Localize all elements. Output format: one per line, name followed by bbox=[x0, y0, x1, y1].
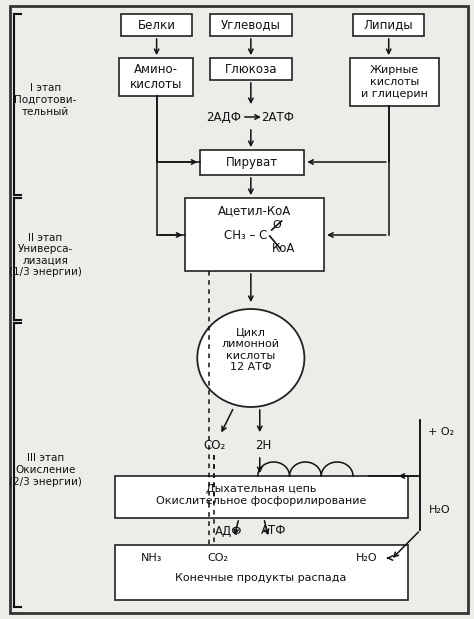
Text: III этап
Окисление
(2/3 энергии): III этап Окисление (2/3 энергии) bbox=[9, 453, 82, 487]
Text: КоА: КоА bbox=[272, 241, 295, 254]
FancyBboxPatch shape bbox=[121, 14, 192, 36]
Text: Пируват: Пируват bbox=[226, 155, 278, 168]
Text: Белки: Белки bbox=[137, 19, 176, 32]
FancyBboxPatch shape bbox=[115, 545, 408, 600]
Text: + О₂: + О₂ bbox=[428, 427, 455, 437]
Text: NH₃: NH₃ bbox=[141, 553, 162, 563]
Text: СО₂: СО₂ bbox=[203, 438, 225, 451]
FancyBboxPatch shape bbox=[10, 6, 468, 613]
Text: Амино-
кислоты: Амино- кислоты bbox=[129, 63, 182, 91]
Ellipse shape bbox=[197, 309, 304, 407]
FancyBboxPatch shape bbox=[353, 14, 424, 36]
Text: Липиды: Липиды bbox=[364, 19, 413, 32]
Text: Цикл
лимонной
кислоты
12 АТФ: Цикл лимонной кислоты 12 АТФ bbox=[222, 327, 280, 373]
FancyBboxPatch shape bbox=[185, 198, 324, 271]
Text: Н₂О: Н₂О bbox=[356, 553, 378, 563]
Text: АТФ: АТФ bbox=[261, 524, 286, 537]
Text: II этап
Универса-
лизация
(1/3 энергии): II этап Универса- лизация (1/3 энергии) bbox=[9, 233, 82, 277]
Text: Конечные продукты распада: Конечные продукты распада bbox=[175, 573, 346, 583]
Text: СО₂: СО₂ bbox=[207, 553, 228, 563]
Text: Глюкоза: Глюкоза bbox=[225, 63, 277, 76]
FancyBboxPatch shape bbox=[200, 150, 304, 175]
Text: Углеводы: Углеводы bbox=[221, 19, 281, 32]
Text: I этап
Подготови-
тельный: I этап Подготови- тельный bbox=[14, 84, 77, 116]
Text: 2АТФ: 2АТФ bbox=[261, 111, 294, 124]
Text: 2АДФ: 2АДФ bbox=[207, 111, 242, 124]
Text: Дыхательная цепь
Окислительное фосфорилирование: Дыхательная цепь Окислительное фосфорили… bbox=[155, 484, 366, 506]
Text: O: O bbox=[273, 220, 282, 230]
Text: АДФ: АДФ bbox=[215, 524, 243, 537]
FancyBboxPatch shape bbox=[119, 58, 193, 96]
Text: 2Н: 2Н bbox=[255, 438, 272, 451]
FancyBboxPatch shape bbox=[115, 476, 408, 518]
FancyBboxPatch shape bbox=[210, 14, 292, 36]
Text: СН₃ – С: СН₃ – С bbox=[224, 228, 267, 241]
Text: Ацетил-КоА: Ацетил-КоА bbox=[218, 204, 292, 217]
Text: Н₂О: Н₂О bbox=[428, 505, 450, 515]
FancyBboxPatch shape bbox=[350, 58, 439, 106]
Text: Жирные
кислоты
и глицерин: Жирные кислоты и глицерин bbox=[361, 66, 428, 98]
FancyBboxPatch shape bbox=[210, 58, 292, 80]
